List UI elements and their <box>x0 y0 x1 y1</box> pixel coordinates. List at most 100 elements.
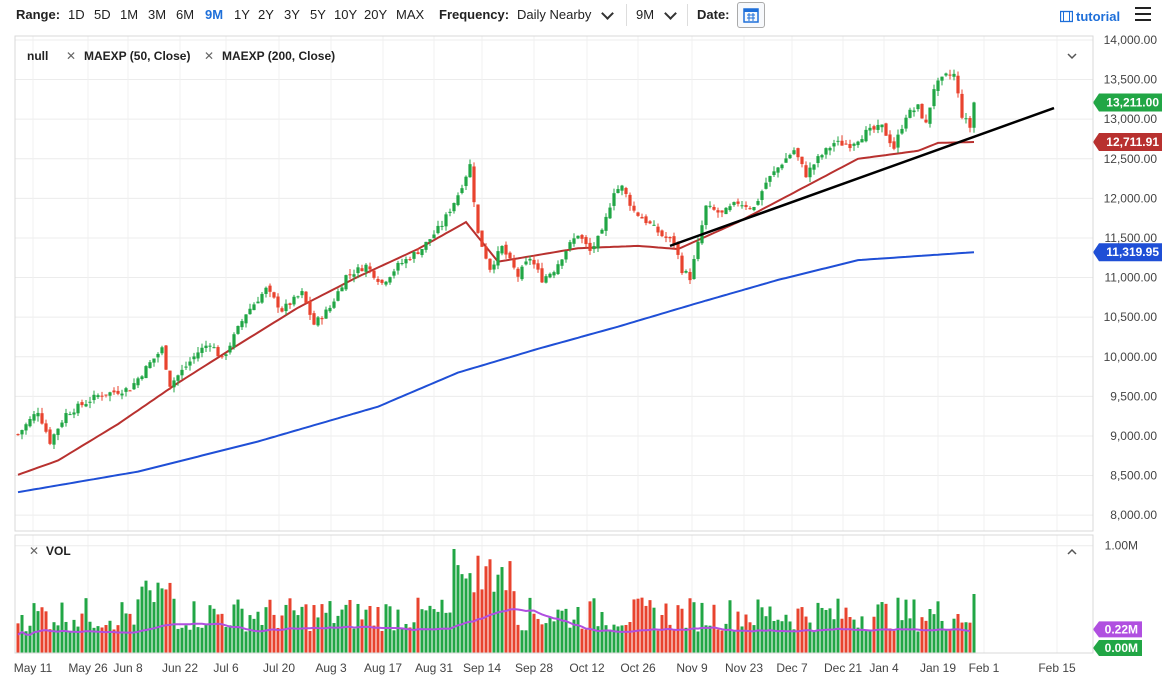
volume-bar <box>156 582 160 653</box>
candle <box>556 264 560 275</box>
frequency-select[interactable]: Daily Nearby <box>517 7 592 22</box>
volume-bar <box>576 606 580 653</box>
range-button-max[interactable]: MAX <box>396 7 425 22</box>
candle <box>296 296 300 298</box>
y-axis-labels: 14,000.00 13,500.00 13,000.00 12,500.00 12,0… <box>1104 33 1158 553</box>
volume-bar <box>968 622 972 653</box>
candle <box>580 235 584 239</box>
range-button-1y[interactable]: 1Y <box>234 7 250 22</box>
date-picker-button[interactable] <box>737 2 765 28</box>
range-button-2y[interactable]: 2Y <box>258 7 274 22</box>
y-tick-label: 8,500.00 <box>1110 469 1157 483</box>
chevron-down-icon[interactable] <box>601 7 614 20</box>
close-icon[interactable]: ✕ <box>66 49 76 63</box>
price-chart[interactable]: 14,000.00 13,500.00 13,000.00 12,500.00 12,0… <box>0 32 1163 689</box>
candle <box>728 206 732 211</box>
divider <box>626 4 627 26</box>
tutorial-link[interactable]: tutorial <box>1076 9 1121 24</box>
x-tick-label: Dec 21 <box>824 661 862 675</box>
candle <box>68 414 72 416</box>
candle <box>76 403 80 414</box>
range-button-3m[interactable]: 3M <box>148 7 167 22</box>
volume-bar <box>380 630 384 653</box>
volume-bar <box>112 629 116 653</box>
x-tick-label: Nov 9 <box>676 661 708 675</box>
volume-bar <box>356 603 360 653</box>
candle <box>116 390 120 394</box>
volume-bar <box>880 602 884 653</box>
volume-bar <box>728 600 732 653</box>
volume-bar <box>636 598 640 653</box>
range-button-10y[interactable]: 10Y <box>334 7 358 22</box>
candle <box>684 271 688 273</box>
y-tick-label: 12,000.00 <box>1104 191 1158 205</box>
candle <box>600 229 604 234</box>
candle <box>936 80 940 91</box>
range-button-9m[interactable]: 9M <box>205 7 224 22</box>
close-icon[interactable]: ✕ <box>29 544 39 558</box>
candle <box>60 422 64 427</box>
candle <box>532 259 536 265</box>
range-button-5d[interactable]: 5D <box>94 7 111 22</box>
candle <box>476 204 480 233</box>
x-tick-label: Dec 7 <box>776 661 808 675</box>
candle <box>720 210 724 213</box>
price-tag-bg <box>1093 132 1162 151</box>
film-icon[interactable] <box>1060 10 1073 23</box>
range-button-3y[interactable]: 3Y <box>284 7 300 22</box>
candle <box>364 264 368 272</box>
volume-bar <box>440 599 444 653</box>
volume-bar <box>488 559 492 653</box>
range-button-1d[interactable]: 1D <box>68 7 85 22</box>
volume-bar <box>616 626 620 653</box>
volume-bar <box>952 618 956 653</box>
candle <box>408 259 412 261</box>
candle <box>516 268 520 277</box>
candle <box>340 287 344 292</box>
close-icon[interactable]: ✕ <box>204 49 214 63</box>
volume-bar <box>72 619 76 653</box>
volume-bar <box>524 630 528 653</box>
volume-bar <box>140 586 144 653</box>
volume-bar <box>172 598 176 653</box>
candle <box>336 291 340 301</box>
volume-bar <box>528 597 532 653</box>
volume-bar <box>28 625 32 653</box>
volume-bar <box>792 629 796 653</box>
volume-bar <box>136 599 140 653</box>
volume-bar <box>316 617 320 653</box>
candle <box>228 345 232 353</box>
hamburger-menu-icon[interactable] <box>1135 7 1151 21</box>
volume-tag-bg <box>1093 621 1142 638</box>
collapse-icon[interactable] <box>1067 53 1077 60</box>
period-select[interactable]: 9M <box>636 7 655 22</box>
range-button-20y[interactable]: 20Y <box>364 7 388 22</box>
range-button-6m[interactable]: 6M <box>176 7 195 22</box>
candle <box>824 148 828 155</box>
range-button-5y[interactable]: 5Y <box>310 7 326 22</box>
candle <box>940 76 944 81</box>
candle <box>212 347 216 349</box>
candle <box>136 378 140 386</box>
volume-bar <box>300 606 304 653</box>
candle <box>868 127 872 131</box>
volume-ma-path <box>17 608 971 636</box>
expand-icon[interactable] <box>1067 548 1077 555</box>
volume-bar <box>204 624 208 653</box>
candle <box>916 104 920 110</box>
range-button-1m[interactable]: 1M <box>120 7 139 22</box>
y-tick-label: 9,500.00 <box>1110 389 1157 403</box>
volume-bar <box>52 622 56 653</box>
volume-bar <box>332 623 336 653</box>
x-tick-label: Jul 6 <box>213 661 239 675</box>
candle <box>804 165 808 178</box>
volume-bar <box>648 600 652 653</box>
candle <box>768 176 772 182</box>
trendline-path[interactable] <box>669 106 1055 248</box>
chevron-down-icon[interactable] <box>664 7 677 20</box>
volume-bar <box>240 608 244 653</box>
price-tag-label: 13,211.00 <box>1106 95 1159 109</box>
candle <box>244 314 248 324</box>
candle <box>688 271 692 281</box>
trendline[interactable] <box>669 106 1055 248</box>
